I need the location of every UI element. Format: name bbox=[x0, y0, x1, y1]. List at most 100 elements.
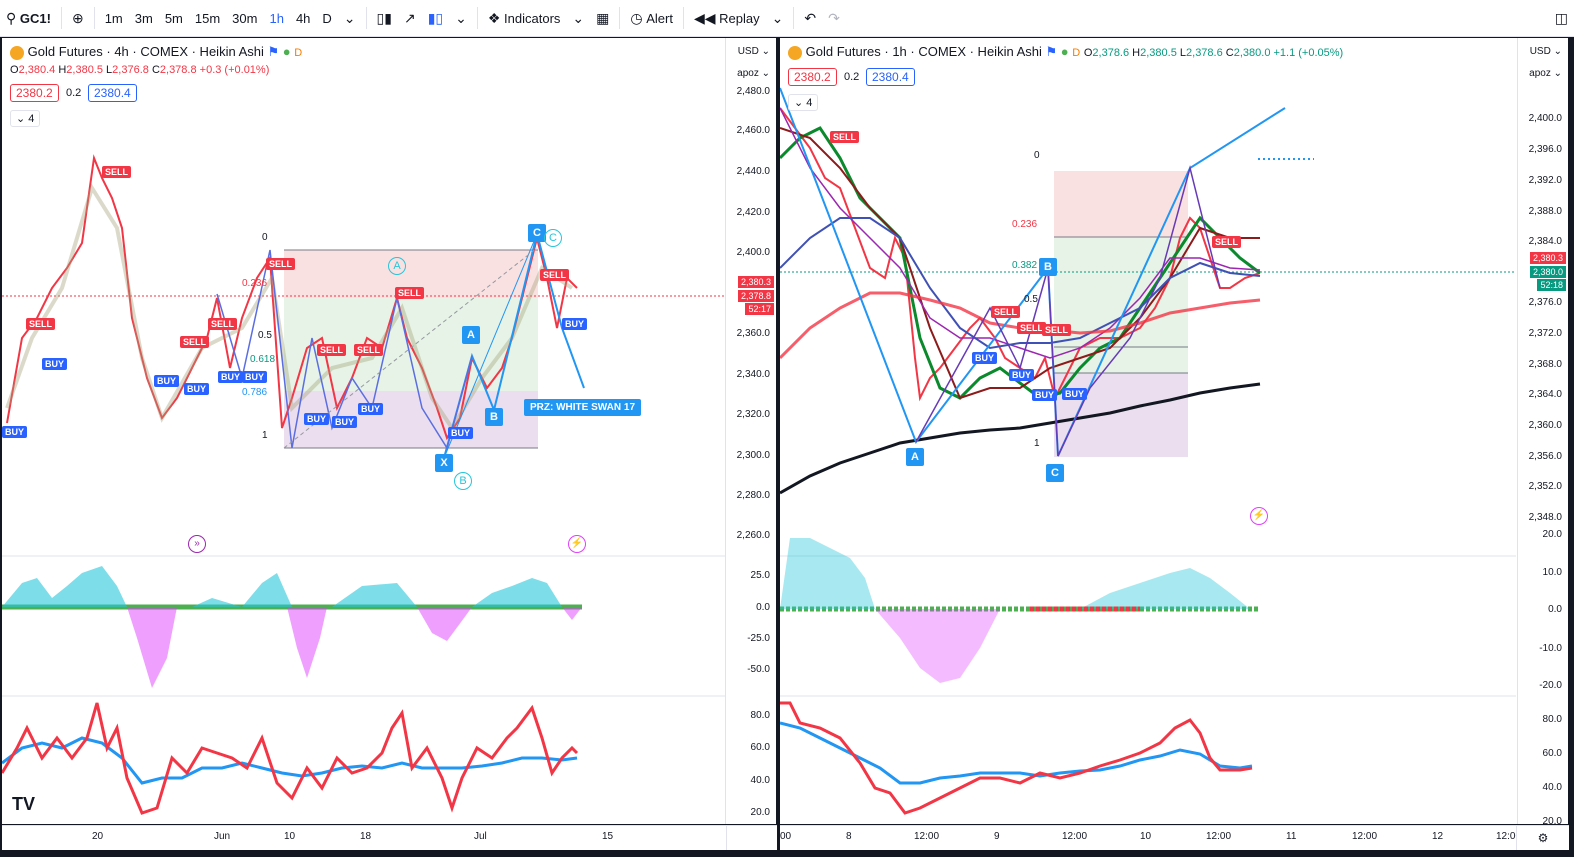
right-legend[interactable]: Gold Futures · 1h · COMEX · Heikin Ashi … bbox=[788, 44, 1343, 60]
left-bid-box[interactable]: 2380.2 bbox=[10, 84, 59, 102]
chevron-down-icon: ⌄ bbox=[1553, 68, 1562, 79]
price-tick: 2,356.0 bbox=[1528, 451, 1562, 462]
left-price-axis[interactable]: USD ⌄ apoz ⌄ 2,480.0 2,460.0 2,440.0 2,4… bbox=[725, 38, 776, 824]
candles-type-button[interactable]: ▯▮ bbox=[371, 0, 398, 36]
right-collapse-button[interactable]: ⌄ 4 bbox=[788, 94, 819, 111]
interval-d[interactable]: D bbox=[322, 10, 332, 26]
bars-type-button[interactable]: ▮▯ bbox=[422, 0, 449, 36]
flash-icon[interactable]: ⚡ bbox=[568, 535, 586, 553]
alert-button[interactable]: ◷ Alert bbox=[624, 0, 679, 36]
line-chart-icon: ↗ bbox=[403, 10, 416, 26]
rsi-tick: 60.0 bbox=[750, 742, 770, 753]
compare-button[interactable]: ⊕ bbox=[66, 0, 90, 36]
buy-signal: BUY bbox=[184, 383, 210, 395]
left-legend[interactable]: Gold Futures · 4h · COMEX · Heikin Ashi … bbox=[10, 44, 302, 60]
price-tick: 2,372.0 bbox=[1528, 328, 1562, 339]
price-tick: 2,420.0 bbox=[736, 207, 770, 218]
flash-icon[interactable]: ⚡ bbox=[1250, 507, 1268, 525]
interval-1h[interactable]: 1h bbox=[269, 10, 284, 26]
interval-dropdown[interactable]: ⌄ bbox=[338, 0, 362, 36]
time-tick: 18 bbox=[360, 831, 372, 842]
time-tick: 15 bbox=[602, 831, 614, 842]
interval-15m[interactable]: 15m bbox=[194, 10, 221, 26]
scale-mode-select[interactable]: apoz ⌄ bbox=[737, 68, 770, 79]
left-ask-box[interactable]: 2380.4 bbox=[88, 84, 137, 102]
line-type-button[interactable]: ↗ bbox=[398, 0, 422, 36]
indicators-button[interactable]: ❖ Indicators bbox=[482, 0, 567, 36]
right-time-axis[interactable]: 00 8 12:00 9 12:00 10 12:00 11 12:00 12 … bbox=[780, 825, 1521, 850]
rsi-tick: 80.0 bbox=[1542, 714, 1562, 725]
interval-3m[interactable]: 3m bbox=[134, 10, 153, 26]
fib-level: 0.236 bbox=[1012, 219, 1038, 230]
buy-signal: BUY bbox=[562, 318, 588, 330]
wave-circle-b: B bbox=[454, 472, 472, 490]
left-time-axis[interactable]: 20 Jun 10 18 Jul 15 bbox=[2, 825, 726, 850]
price-tick: 2,300.0 bbox=[736, 450, 770, 461]
panel-toggle-button[interactable]: ◫ bbox=[1549, 0, 1574, 36]
left-collapse-button[interactable]: ⌄ 4 bbox=[10, 110, 41, 127]
pattern-point-c[interactable]: C bbox=[528, 224, 546, 242]
pattern-point-c[interactable]: C bbox=[1046, 464, 1064, 482]
currency-select[interactable]: USD ⌄ bbox=[737, 46, 770, 57]
buy-signal: BUY bbox=[332, 416, 358, 428]
left-spread: 0.2 bbox=[66, 87, 82, 99]
scale-mode-select[interactable]: apoz ⌄ bbox=[1529, 68, 1562, 79]
top-toolbar: ⚲ GC1! ⊕ 1m 3m 5m 15m 30m 1h 4h D ⌄ ▯▮ ↗… bbox=[0, 0, 1574, 37]
interval-30m[interactable]: 30m bbox=[232, 10, 258, 26]
time-tick: 12:00 bbox=[914, 831, 940, 842]
right-axis-corner[interactable]: ⚙ bbox=[1516, 825, 1569, 850]
currency-select[interactable]: USD ⌄ bbox=[1529, 46, 1562, 57]
sell-signal: SELL bbox=[102, 166, 132, 178]
close-price-label: 2,380.0 bbox=[1529, 266, 1566, 278]
redo-button[interactable]: ↷ bbox=[822, 0, 846, 36]
left-chart-pane[interactable]: Gold Futures · 4h · COMEX · Heikin Ashi … bbox=[2, 38, 776, 824]
replay-dropdown[interactable]: ⌄ bbox=[766, 0, 790, 36]
goto-realtime-icon[interactable]: » bbox=[188, 535, 206, 553]
pattern-point-x[interactable]: X bbox=[435, 454, 453, 472]
fib-level: 0.5 bbox=[1024, 294, 1038, 305]
price-tick: 2,480.0 bbox=[736, 86, 770, 97]
right-bid-box[interactable]: 2380.2 bbox=[788, 68, 837, 86]
prz-label[interactable]: PRZ: WHITE SWAN 17 bbox=[524, 399, 642, 416]
wave-circle-a: A bbox=[388, 257, 406, 275]
time-tick: 9 bbox=[994, 831, 1000, 842]
indicators-label: Indicators bbox=[504, 10, 561, 26]
interval-1m[interactable]: 1m bbox=[104, 10, 123, 26]
indicators-dropdown[interactable]: ⌄ bbox=[566, 0, 590, 36]
right-chart-pane[interactable]: Gold Futures · 1h · COMEX · Heikin Ashi … bbox=[780, 38, 1568, 824]
right-ask-box[interactable]: 2380.4 bbox=[866, 68, 915, 86]
osc-tick: 25.0 bbox=[750, 570, 770, 581]
replay-button[interactable]: ◀◀ Replay bbox=[688, 0, 766, 36]
undo-button[interactable]: ↶ bbox=[798, 0, 822, 36]
right-price-axis[interactable]: USD ⌄ apoz ⌄ 2,400.0 2,396.0 2,392.0 2,3… bbox=[1517, 38, 1568, 824]
flag-icon: ⚑ bbox=[267, 44, 280, 59]
buy-signal: BUY bbox=[154, 375, 180, 387]
symbol-search[interactable]: ⚲ GC1! bbox=[6, 10, 51, 26]
chevron-down-icon: ⌄ bbox=[761, 46, 770, 57]
interval-5m[interactable]: 5m bbox=[164, 10, 183, 26]
fib-level: 0 bbox=[262, 232, 268, 243]
price-tick: 2,400.0 bbox=[736, 247, 770, 258]
fib-level: 0.786 bbox=[242, 387, 268, 398]
layouts-button[interactable]: ▦ bbox=[590, 0, 615, 36]
chart-type-dropdown[interactable]: ⌄ bbox=[449, 0, 473, 36]
price-tick: 2,396.0 bbox=[1528, 144, 1562, 155]
time-tick: 12:00 bbox=[1352, 831, 1378, 842]
pattern-point-b[interactable]: B bbox=[1039, 258, 1057, 276]
last-price-label: 2,380.3 bbox=[1529, 252, 1566, 264]
indicators-icon: ❖ bbox=[487, 10, 501, 26]
price-tick: 2,388.0 bbox=[1528, 206, 1562, 217]
price-tick: 2,360.0 bbox=[1528, 420, 1562, 431]
time-tick: 12:00 bbox=[1496, 831, 1522, 842]
pattern-point-a[interactable]: A bbox=[462, 326, 480, 344]
time-tick: 10 bbox=[1140, 831, 1152, 842]
interval-4h[interactable]: 4h bbox=[295, 10, 311, 26]
left-chart-canvas bbox=[2, 154, 726, 815]
countdown-label: 52:18 bbox=[1537, 279, 1566, 291]
sell-signal: SELL bbox=[830, 131, 860, 143]
alarm-clock-icon: ◷ bbox=[630, 10, 643, 26]
fib-level: 0.382 bbox=[1012, 260, 1038, 271]
pattern-point-a[interactable]: A bbox=[906, 448, 924, 466]
pattern-point-b[interactable]: B bbox=[485, 408, 503, 426]
plus-circle-icon: ⊕ bbox=[71, 10, 84, 26]
